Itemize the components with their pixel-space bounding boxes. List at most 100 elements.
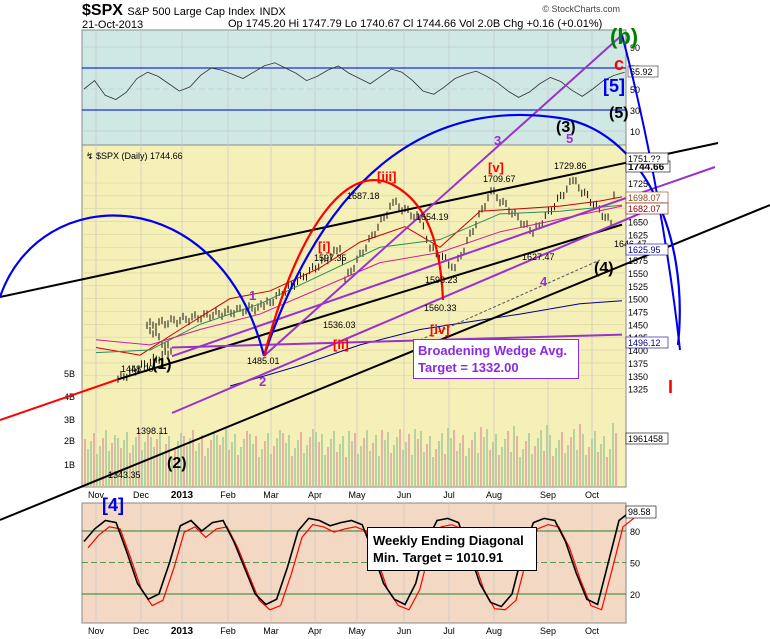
price-tick-label: 1400 xyxy=(628,346,648,356)
price-tick-label: 1625 xyxy=(628,230,648,240)
rsi-value-box xyxy=(627,65,659,78)
volume-bar xyxy=(474,432,476,487)
right-value: 1751.?? xyxy=(628,154,661,164)
volume-bar xyxy=(126,432,128,487)
volume-bar xyxy=(423,452,425,487)
volume-bar xyxy=(564,453,566,487)
volume-bar xyxy=(189,438,191,487)
volume-bar xyxy=(105,430,107,487)
volume-bar xyxy=(228,450,230,487)
volume-bar xyxy=(117,438,119,487)
x-tick-label: Oct xyxy=(585,626,600,636)
lower-trendline xyxy=(117,223,623,381)
volume-bar xyxy=(591,439,593,487)
volume-bar xyxy=(354,433,356,487)
volume-bar xyxy=(99,446,101,487)
volume-bar xyxy=(468,448,470,487)
price-tick-label: 1475 xyxy=(628,308,648,318)
right-value-box xyxy=(625,432,669,445)
diag-line-2: Min. Target = 1010.91 xyxy=(373,550,504,565)
x-tick-label: Feb xyxy=(220,626,236,636)
volume-bar xyxy=(216,435,218,487)
upper-trendline xyxy=(0,142,719,298)
red-arc xyxy=(262,179,445,357)
volume-bar xyxy=(240,447,242,487)
wedge-annotation-box: Broadening Wedge Avg. Target = 1332.00 xyxy=(413,339,579,379)
volume-bar xyxy=(576,450,578,487)
stoch-value-box xyxy=(625,505,657,519)
volume-bar xyxy=(342,436,344,487)
volume-bar xyxy=(294,448,296,487)
wave-label: [4] xyxy=(102,495,124,515)
x-tick-label: Dec xyxy=(133,626,150,636)
wave-label: [iii] xyxy=(377,169,397,184)
volume-bar xyxy=(588,447,590,487)
x-tick-label: Sep xyxy=(540,490,556,500)
volume-bar xyxy=(207,448,209,487)
right-value: 1625.95 xyxy=(628,245,661,255)
volume-bar xyxy=(351,441,353,487)
rsi-value: 65.92 xyxy=(630,67,653,77)
wave-label: (3) xyxy=(556,119,576,136)
rsi-tick-label: 10 xyxy=(630,127,640,137)
volume-bar xyxy=(537,438,539,487)
volume-bar xyxy=(363,438,365,487)
price-tick-label: 1725 xyxy=(628,179,648,189)
volume-bar xyxy=(393,445,395,487)
stoch-signal-line xyxy=(87,517,635,611)
volume-bar xyxy=(510,452,512,487)
volume-bar xyxy=(204,456,206,487)
purple-channel-top xyxy=(171,166,716,358)
volume-bar xyxy=(480,427,482,487)
volume-bar xyxy=(345,457,347,487)
stoch-tick-label: 50 xyxy=(630,559,640,569)
volume-bar xyxy=(324,455,326,487)
price-tick-label: 1550 xyxy=(628,269,648,279)
volume-bar xyxy=(291,456,293,487)
volume-bar xyxy=(111,443,113,487)
volume-bar xyxy=(90,441,92,487)
price-tick-label: 1525 xyxy=(628,282,648,292)
volume-bar xyxy=(486,429,488,487)
x-tick-label: Mar xyxy=(263,490,279,500)
volume-bar xyxy=(153,447,155,487)
volume-bar xyxy=(84,439,86,487)
volume-bar xyxy=(168,436,170,487)
price-tick-label: 1375 xyxy=(628,359,648,369)
wedge-trendline xyxy=(0,204,770,521)
volume-bar xyxy=(462,435,464,487)
wave-label: [v] xyxy=(488,160,504,175)
volume-bar xyxy=(450,438,452,487)
price-point-label: 1687.18 xyxy=(347,191,380,201)
volume-bar xyxy=(108,451,110,487)
diagonal-annotation-box: Weekly Ending Diagonal Min. Target = 101… xyxy=(367,527,537,571)
price-tick-label: 1575 xyxy=(628,256,648,266)
volume-bar xyxy=(573,429,575,487)
wave-label: (1) xyxy=(152,356,172,373)
volume-bar xyxy=(582,434,584,487)
volume-bar xyxy=(519,457,521,487)
volume-bar xyxy=(306,445,308,487)
volume-bar xyxy=(297,440,299,487)
volume-bar xyxy=(303,453,305,487)
volume-bar xyxy=(399,429,401,487)
volume-bar xyxy=(360,446,362,487)
volume-bar xyxy=(390,453,392,487)
volume-bar xyxy=(315,432,317,487)
volume-bar xyxy=(162,452,164,487)
volume-bar xyxy=(261,449,263,487)
volume-bar xyxy=(183,436,185,487)
wave-label: 5 xyxy=(566,131,573,146)
volume-bar xyxy=(561,432,563,487)
volume-bar xyxy=(156,439,158,487)
volume-bar xyxy=(489,450,491,487)
right-value: 1682.07 xyxy=(628,204,661,214)
volume-bar xyxy=(192,430,194,487)
volume-bar xyxy=(213,432,215,487)
volume-bar xyxy=(426,444,428,487)
volume-bar xyxy=(237,455,239,487)
volume-bar xyxy=(174,449,176,487)
price-tick-label: 1500 xyxy=(628,295,648,305)
volume-bar xyxy=(516,436,518,487)
volume-bar xyxy=(159,431,161,487)
